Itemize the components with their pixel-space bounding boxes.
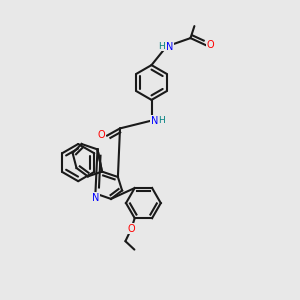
Text: N: N [92, 193, 99, 203]
Text: O: O [207, 40, 214, 50]
Text: O: O [128, 224, 135, 234]
Text: O: O [98, 130, 106, 140]
Text: H: H [158, 42, 165, 51]
Text: N: N [166, 41, 173, 52]
Text: N: N [151, 116, 158, 126]
Text: H: H [158, 116, 165, 125]
